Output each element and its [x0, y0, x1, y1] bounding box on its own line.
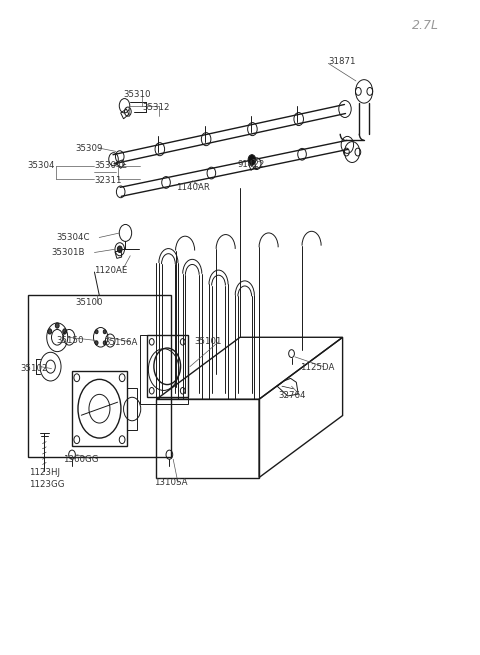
Text: 1120AE: 1120AE — [95, 266, 128, 274]
Bar — [28, 295, 171, 457]
Circle shape — [103, 329, 106, 333]
Text: 35150: 35150 — [56, 336, 84, 345]
Text: 31871: 31871 — [328, 57, 356, 66]
Circle shape — [95, 341, 98, 345]
Bar — [72, 371, 127, 446]
Text: 1123GG: 1123GG — [29, 479, 65, 489]
Circle shape — [63, 329, 67, 334]
Text: 35100: 35100 — [75, 298, 103, 307]
Text: 35102: 35102 — [21, 364, 48, 373]
Circle shape — [55, 323, 59, 328]
Text: 35304E: 35304E — [95, 161, 128, 170]
Text: 1360GG: 1360GG — [63, 455, 99, 464]
Text: 35156A: 35156A — [104, 338, 137, 347]
Text: 1123HJ: 1123HJ — [29, 468, 60, 477]
Text: 35101: 35101 — [195, 337, 222, 346]
Text: 1140AR: 1140AR — [176, 183, 209, 192]
Text: 35301B: 35301B — [51, 248, 85, 257]
Text: 35310: 35310 — [123, 90, 151, 98]
Text: 35309: 35309 — [75, 143, 103, 153]
Text: 1125DA: 1125DA — [300, 364, 334, 373]
Bar — [147, 335, 188, 398]
Bar — [127, 388, 137, 430]
Bar — [140, 335, 188, 404]
Circle shape — [248, 155, 256, 165]
Text: 32764: 32764 — [278, 392, 306, 400]
Circle shape — [48, 329, 52, 334]
Text: 1310SA: 1310SA — [154, 478, 188, 487]
Text: 35304C: 35304C — [56, 233, 90, 242]
Circle shape — [103, 341, 106, 345]
Text: 91422: 91422 — [238, 160, 265, 169]
Circle shape — [117, 246, 122, 252]
Text: 32311: 32311 — [95, 176, 122, 185]
Circle shape — [95, 329, 98, 333]
Text: 35304: 35304 — [28, 161, 55, 170]
Text: 35312: 35312 — [142, 103, 169, 111]
Text: 2.7L: 2.7L — [412, 19, 439, 32]
